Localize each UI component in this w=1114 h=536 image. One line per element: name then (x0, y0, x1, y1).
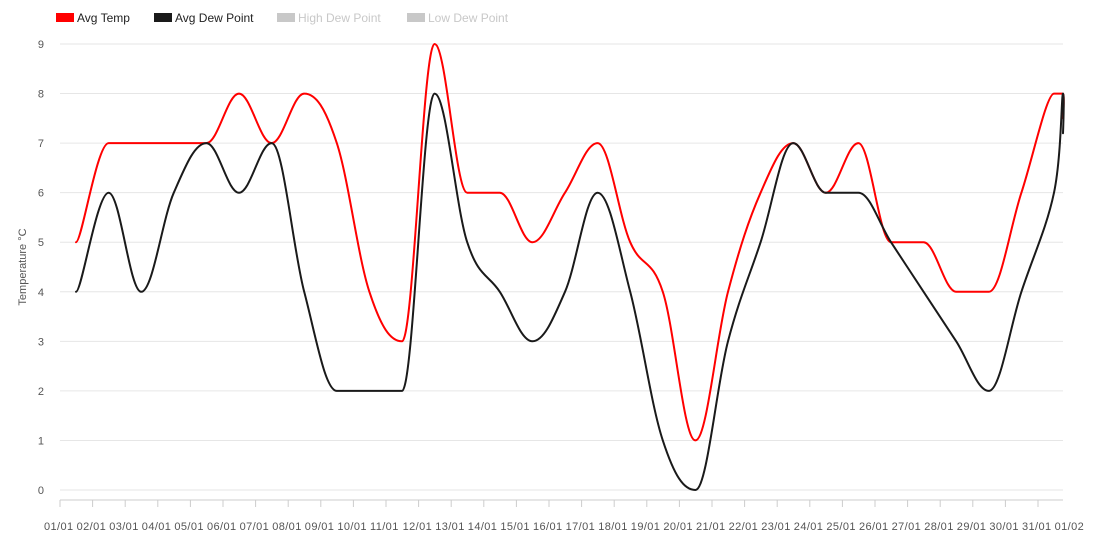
x-tick-label: 16/01 (533, 521, 563, 533)
x-tick-label: 02/01 (77, 521, 107, 533)
x-tick-label: 12/01 (403, 521, 433, 533)
x-tick-label: 20/01 (663, 521, 693, 533)
y-tick-label: 0 (38, 485, 44, 497)
y-tick-label: 6 (38, 188, 44, 200)
y-tick-label: 5 (38, 237, 44, 249)
series-line-avg-dew-point[interactable] (75, 92, 1065, 491)
x-tick-label: 29/01 (957, 521, 987, 533)
x-tick-label: 24/01 (794, 521, 824, 533)
y-tick-label: 8 (38, 89, 44, 101)
y-tick-label: 2 (38, 386, 44, 398)
legend-swatch (277, 13, 295, 22)
y-axis-title: Temperature °C (17, 228, 29, 305)
x-tick-label: 14/01 (468, 521, 498, 533)
x-tick-label: 07/01 (240, 521, 270, 533)
y-tick-label: 7 (38, 138, 44, 150)
x-axis (59, 499, 1063, 507)
x-axis-ticks: 01/01 02/01 03/01 04/01 05/01 06/01 07/01 08/01… (44, 521, 1084, 533)
legend-label: Low Dew Point (428, 11, 509, 25)
x-tick-label: 08/01 (272, 521, 302, 533)
x-tick-label: 17/01 (566, 521, 596, 533)
x-tick-label: 11/01 (370, 521, 399, 533)
x-tick-label: 21/01 (696, 521, 726, 533)
y-tick-label: 1 (38, 435, 44, 447)
legend-swatch (56, 13, 74, 22)
x-tick-label: 19/01 (631, 521, 661, 533)
legend-item-high-dew-point[interactable]: High Dew Point (277, 11, 381, 25)
legend-label: Avg Dew Point (175, 11, 254, 25)
x-tick-label: 18/01 (598, 521, 628, 533)
x-tick-label: 30/01 (989, 521, 1019, 533)
y-tick-label: 9 (38, 39, 44, 51)
y-tick-label: 3 (38, 336, 44, 348)
y-axis-ticks: 0 1 2 3 4 5 6 7 8 9 (38, 39, 44, 497)
x-tick-label: 26/01 (859, 521, 889, 533)
x-tick-label: 01/02 (1055, 521, 1085, 533)
x-tick-label: 23/01 (761, 521, 791, 533)
legend-swatch (154, 13, 172, 22)
y-tick-label: 4 (38, 287, 44, 299)
x-tick-label: 22/01 (729, 521, 759, 533)
chart-series (75, 43, 1065, 491)
x-tick-label: 31/01 (1022, 521, 1052, 533)
legend-item-low-dew-point[interactable]: Low Dew Point (407, 11, 509, 25)
x-tick-label: 04/01 (142, 521, 172, 533)
legend-item-avg-temp[interactable]: Avg Temp (56, 11, 130, 25)
x-tick-label: 25/01 (826, 521, 856, 533)
x-tick-label: 13/01 (435, 521, 465, 533)
chart-legend[interactable]: Avg Temp Avg Dew Point High Dew Point Low D… (56, 11, 509, 25)
chart-grid (60, 43, 1063, 491)
x-tick-label: 05/01 (174, 521, 204, 533)
x-tick-label: 03/01 (109, 521, 139, 533)
legend-label: High Dew Point (298, 11, 381, 25)
legend-swatch (407, 13, 425, 22)
legend-label: Avg Temp (77, 11, 130, 25)
x-tick-label: 28/01 (924, 521, 954, 533)
x-tick-label: 01/01 (44, 521, 74, 533)
x-tick-label: 15/01 (500, 521, 530, 533)
x-tick-label: 10/01 (337, 521, 367, 533)
x-tick-label: 09/01 (305, 521, 335, 533)
legend-item-avg-dew-point[interactable]: Avg Dew Point (154, 11, 254, 25)
x-tick-label: 27/01 (892, 521, 922, 533)
x-tick-label: 06/01 (207, 521, 237, 533)
